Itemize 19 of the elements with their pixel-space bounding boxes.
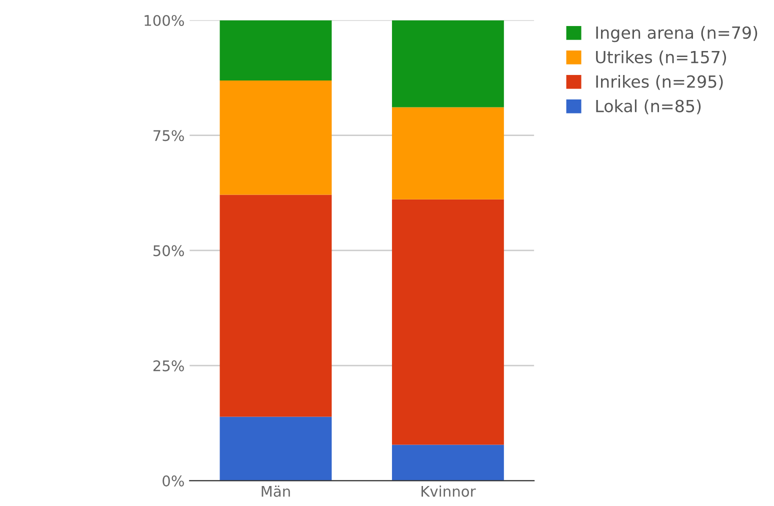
x-tick-label: Män <box>262 486 290 497</box>
bar <box>392 107 504 200</box>
legend-label: Lokal (n=85) <box>596 99 701 114</box>
legend-label: Ingen arena (n=79) <box>596 26 758 42</box>
y-tick-label: 100% <box>144 14 184 26</box>
x-tick-label: Kvinnor <box>422 486 476 497</box>
bar <box>220 80 332 195</box>
y-tick-label: 25% <box>153 360 184 372</box>
y-tick-label: 50% <box>153 245 184 256</box>
y-tick-label: 0% <box>162 475 184 486</box>
bar <box>220 20 332 81</box>
bar <box>220 194 332 417</box>
legend-label: Inrikes (n=295) <box>596 74 723 90</box>
bar <box>220 416 332 481</box>
legend-label: Utrikes (n=157) <box>596 50 726 66</box>
bar <box>392 20 504 108</box>
bar <box>392 444 504 481</box>
bar <box>392 199 504 445</box>
y-tick-label: 75% <box>154 130 184 142</box>
